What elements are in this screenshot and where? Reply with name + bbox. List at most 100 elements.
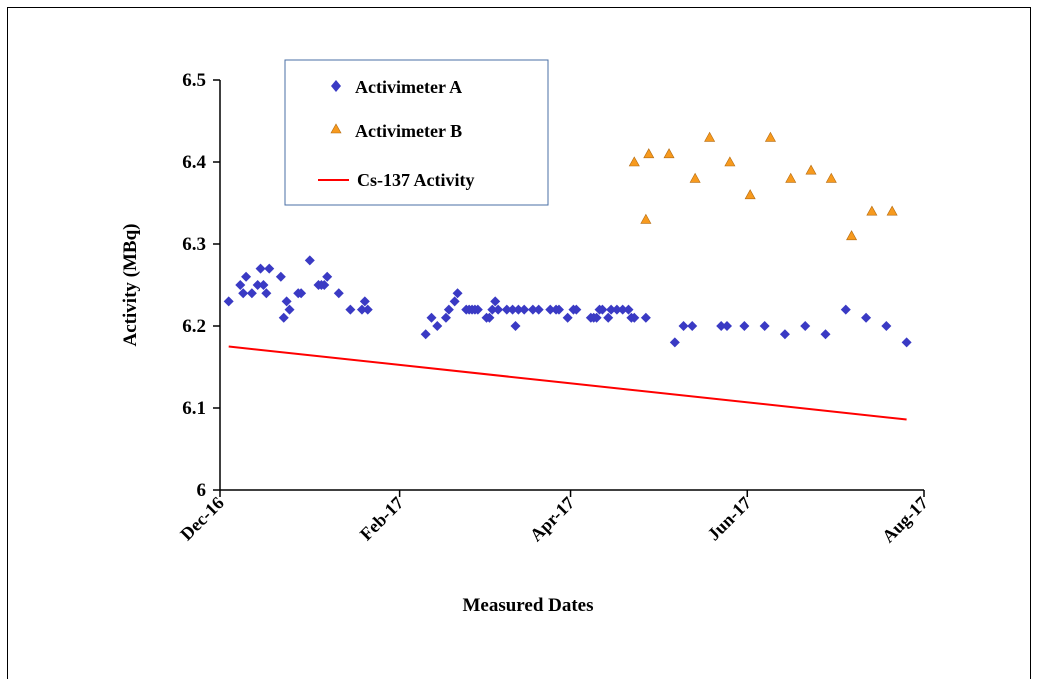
activimeter-a-point: [319, 280, 330, 290]
activimeter-a-point: [553, 304, 564, 315]
y-axis-ticks: 6 6.1 6.2 6.3 6.4 6.5: [182, 70, 220, 501]
x-tick-label: Apr-17: [526, 493, 579, 546]
activimeter-a-point: [304, 255, 315, 266]
activimeter-a-point: [333, 288, 344, 299]
activimeter-b-point: [866, 205, 878, 216]
activimeter-a-point: [562, 312, 573, 323]
activimeter-a-point: [235, 280, 246, 290]
activimeter-a-point: [513, 304, 524, 315]
activimeter-a-point: [533, 304, 544, 315]
activimeter-a-point: [241, 271, 252, 282]
activimeter-a-point: [519, 304, 530, 315]
activimeter-a-point: [669, 337, 680, 348]
activimeter-a-point: [275, 271, 286, 282]
activimeter-a-point: [861, 312, 872, 323]
activimeter-a-point: [571, 304, 582, 315]
activimeter-a-point: [281, 296, 292, 307]
x-tick-label: Aug-17: [878, 493, 932, 547]
activimeter-a-point: [678, 321, 689, 331]
activimeter-a-point: [359, 296, 370, 307]
activimeter-a-point: [252, 280, 263, 290]
activimeter-a-point: [490, 296, 501, 307]
activimeter-a-point: [472, 304, 483, 315]
activimeter-a-point: [591, 312, 602, 323]
activimeter-a-point: [820, 329, 831, 340]
activimeter-a-point: [510, 321, 521, 331]
activimeter-a-point: [432, 321, 443, 331]
y-tick-label: 6.1: [182, 398, 206, 419]
activimeter-a-point: [640, 312, 651, 323]
activimeter-a-point: [356, 304, 367, 315]
activimeter-a-point: [507, 304, 518, 315]
activimeter-a-point: [322, 271, 333, 282]
activimeter-a-point: [603, 312, 614, 323]
activimeter-a-point: [296, 288, 307, 299]
activimeter-b-point: [663, 148, 675, 159]
activimeter-a-point: [840, 304, 851, 315]
activimeter-a-point: [545, 304, 556, 315]
plot-area: [219, 80, 924, 491]
activimeter-a-point: [238, 288, 249, 299]
activimeter-b-point: [846, 230, 858, 241]
y-tick-label: 6: [197, 480, 207, 501]
activimeter-b-point: [689, 172, 701, 183]
activimeter-a-point: [278, 312, 289, 323]
activimeter-b-point: [643, 148, 655, 159]
activimeter-a-point: [443, 304, 454, 315]
legend-label-cs137: Cs-137 Activity: [357, 170, 474, 190]
x-axis-ticks: Dec-16 Feb-17 Apr-17 Jun-17 Aug-17: [176, 490, 932, 546]
legend-label-activimeter-a: Activimeter A: [355, 77, 462, 97]
series-group: [223, 131, 912, 421]
y-tick-label: 6.2: [182, 316, 206, 337]
activimeter-a-point: [611, 304, 622, 315]
activimeter-b-point: [744, 189, 756, 200]
x-tick-label: Feb-17: [356, 493, 408, 545]
activimeter-a-point: [629, 312, 640, 323]
activimeter-a-point: [261, 288, 272, 299]
activimeter-b-point: [886, 205, 898, 216]
y-tick-label: 6.3: [182, 234, 206, 255]
activimeter-b-point: [704, 131, 716, 142]
activimeter-a-point: [881, 321, 892, 331]
activimeter-a-point: [255, 263, 266, 274]
activimeter-a-point: [449, 296, 460, 307]
activimeter-a-point: [759, 321, 770, 331]
x-axis-title: Measured Dates: [462, 595, 593, 616]
activimeter-a-point: [739, 321, 750, 331]
activimeter-a-point: [623, 304, 634, 315]
cs137-activity-line: [228, 345, 907, 421]
legend-marker-activimeter-a: [331, 80, 341, 92]
activimeter-a-point: [284, 304, 295, 315]
activimeter-a-point: [597, 304, 608, 315]
legend: Activimeter A Activimeter B Cs-137 Activ…: [284, 59, 549, 206]
chart-frame: [7, 7, 1031, 679]
activimeter-a-point: [716, 321, 727, 331]
activimeter-b-point: [785, 172, 797, 183]
activimeter-b-point: [640, 213, 652, 224]
activimeter-a-point: [779, 329, 790, 340]
activimeter-a-point: [901, 337, 912, 348]
activimeter-b-point: [724, 156, 736, 167]
activimeter-a-point: [426, 312, 437, 323]
activimeter-b-point: [628, 156, 640, 167]
activimeter-a-point: [440, 312, 451, 323]
activimeter-b-point: [764, 131, 776, 142]
activimeter-b-point: [805, 164, 817, 175]
activimeter-a-point: [345, 304, 356, 315]
activimeter-a-point: [223, 296, 234, 307]
activimeter-a-point: [420, 329, 431, 340]
x-tick-label: Jun-17: [703, 493, 755, 545]
activimeter-a-point: [484, 312, 495, 323]
y-axis-title: Activity (MBq): [120, 224, 141, 347]
activimeter-a-point: [258, 280, 269, 290]
activimeter-a-point: [487, 304, 498, 315]
activimeter-a-point: [246, 288, 257, 299]
legend-marker-activimeter-b: [330, 123, 342, 134]
activimeter-a-point: [527, 304, 538, 315]
y-tick-label: 6.5: [182, 70, 206, 91]
activimeter-a-point: [452, 288, 463, 299]
y-tick-label: 6.4: [182, 152, 206, 173]
activimeter-a-point: [617, 304, 628, 315]
activimeter-a-point: [721, 321, 732, 331]
